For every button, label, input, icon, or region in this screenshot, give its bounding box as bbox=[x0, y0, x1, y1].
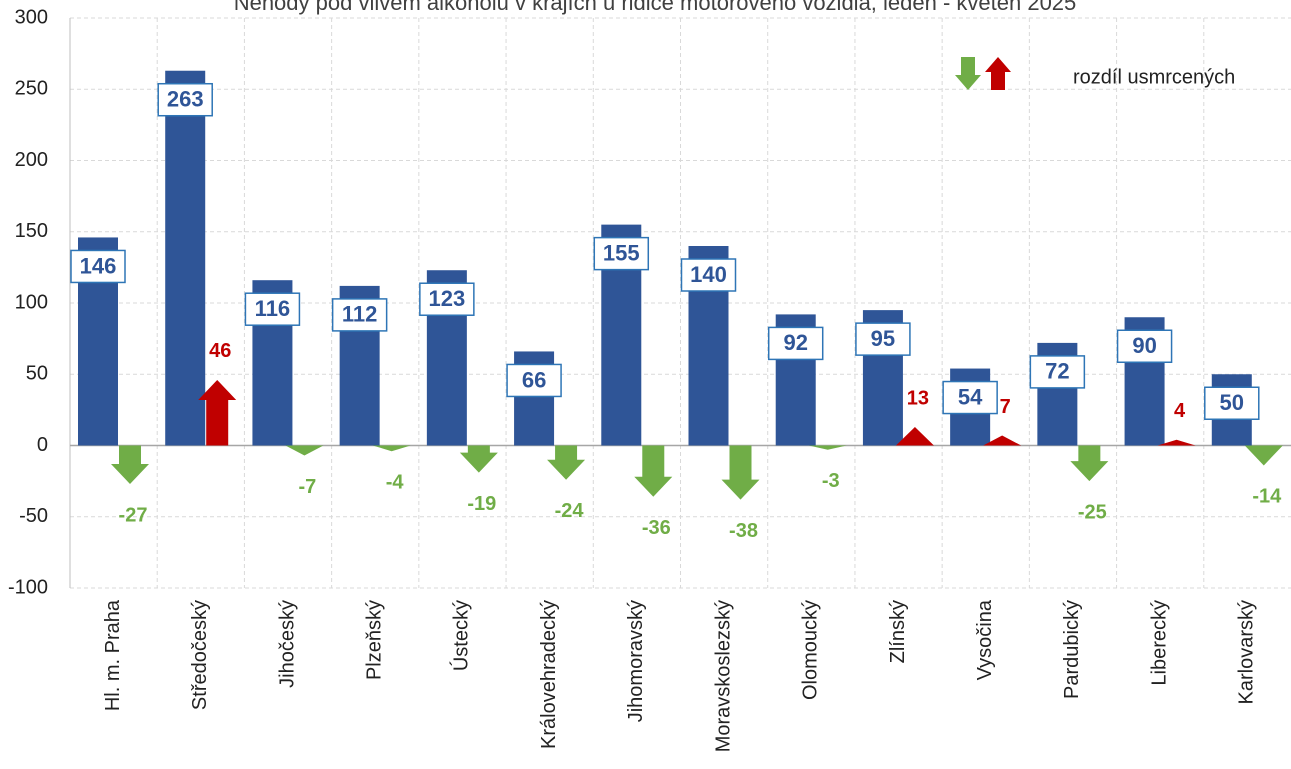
x-tick-label: Liberecký bbox=[1148, 600, 1170, 686]
x-tick-label: Vysočina bbox=[974, 599, 996, 680]
y-tick-label: 200 bbox=[15, 149, 48, 171]
x-tick-label: Hl. m. Praha bbox=[102, 599, 124, 711]
x-tick-label: Pardubický bbox=[1061, 600, 1083, 699]
value-label-box bbox=[157, 82, 213, 117]
legend-arrow-down bbox=[955, 57, 981, 90]
legend-label: rozdíl usmrcených bbox=[1073, 66, 1235, 88]
y-tick-label: 150 bbox=[15, 220, 48, 242]
delta-arrow bbox=[983, 435, 1022, 446]
value-label: 90 bbox=[1132, 333, 1156, 358]
x-tick-label: Plzeňský bbox=[364, 600, 386, 680]
legend-arrow-up bbox=[985, 57, 1011, 90]
value-label: 263 bbox=[167, 87, 204, 112]
value-label-box bbox=[419, 282, 475, 316]
value-label-box bbox=[942, 380, 998, 415]
value-label: 54 bbox=[958, 384, 983, 409]
value-label: 112 bbox=[342, 302, 378, 327]
delta-label: -4 bbox=[386, 471, 405, 493]
delta-arrow bbox=[285, 445, 324, 456]
delta-arrow bbox=[372, 445, 411, 452]
delta-label: -27 bbox=[119, 504, 148, 526]
value-label: 116 bbox=[255, 296, 291, 321]
y-tick-label: -100 bbox=[8, 576, 48, 598]
value-label: 72 bbox=[1045, 359, 1069, 384]
value-label-box bbox=[593, 236, 650, 271]
chart-title: Nehody pod vlivem alkoholu v krajích u ř… bbox=[234, 0, 1077, 15]
value-label-box bbox=[70, 249, 126, 284]
y-tick-label: 0 bbox=[37, 434, 48, 456]
value-label-box bbox=[506, 363, 562, 398]
x-tick-label: Jihomoravský bbox=[625, 600, 647, 722]
x-tick-label: Olomoucký bbox=[800, 600, 822, 700]
delta-label: -24 bbox=[555, 500, 585, 522]
x-tick-label: Královehradecký bbox=[538, 600, 560, 749]
x-tick-label: Středočeský bbox=[189, 600, 211, 710]
value-label-box bbox=[855, 322, 911, 356]
delta-label: -14 bbox=[1252, 486, 1282, 508]
value-label: 155 bbox=[603, 240, 640, 265]
x-tick-label: Ústecký bbox=[450, 600, 473, 671]
delta-arrow bbox=[808, 445, 847, 450]
value-label: 95 bbox=[871, 326, 895, 351]
y-tick-label: 300 bbox=[15, 6, 48, 28]
delta-label: -3 bbox=[822, 470, 840, 492]
delta-label: -38 bbox=[729, 520, 758, 542]
value-label: 66 bbox=[522, 367, 546, 392]
delta-arrow bbox=[198, 379, 237, 446]
delta-label: 13 bbox=[907, 387, 929, 409]
y-tick-label: 250 bbox=[15, 78, 48, 100]
delta-arrow bbox=[459, 445, 498, 473]
value-label-box bbox=[1029, 355, 1086, 389]
y-tick-label: 50 bbox=[26, 363, 48, 385]
delta-arrow bbox=[721, 445, 760, 500]
value-label: 123 bbox=[428, 286, 465, 311]
delta-label: -36 bbox=[642, 517, 671, 539]
delta-label: 7 bbox=[1000, 396, 1011, 418]
delta-arrow bbox=[634, 445, 673, 497]
x-tick-label: Karlovarský bbox=[1236, 600, 1258, 704]
value-label: 146 bbox=[80, 253, 117, 278]
bar bbox=[165, 70, 206, 446]
value-label-box bbox=[331, 298, 388, 332]
delta-label: 4 bbox=[1174, 400, 1186, 422]
delta-arrow bbox=[1244, 445, 1283, 466]
delta-label: -25 bbox=[1078, 501, 1107, 523]
delta-label: -19 bbox=[467, 493, 496, 515]
y-tick-label: 100 bbox=[15, 291, 48, 313]
value-label-box bbox=[1116, 329, 1173, 363]
value-label: 140 bbox=[690, 262, 727, 287]
delta-arrow bbox=[895, 426, 934, 446]
delta-arrow bbox=[111, 445, 149, 484]
value-label-box bbox=[244, 292, 301, 326]
delta-label: 46 bbox=[209, 340, 231, 362]
x-tick-label: Zlínský bbox=[887, 600, 909, 663]
value-label: 92 bbox=[783, 330, 807, 355]
delta-label: -7 bbox=[299, 476, 317, 498]
x-tick-label: Jihočeský bbox=[276, 600, 298, 688]
delta-arrow bbox=[1070, 445, 1109, 482]
value-label-box bbox=[1204, 386, 1260, 420]
value-label-box bbox=[767, 326, 824, 361]
delta-arrow bbox=[547, 445, 586, 480]
value-label-box bbox=[680, 258, 737, 292]
delta-arrow bbox=[1157, 439, 1196, 446]
value-label: 50 bbox=[1220, 390, 1244, 415]
x-tick-label: Moravskoslezský bbox=[712, 600, 734, 752]
y-tick-label: -50 bbox=[19, 505, 48, 527]
